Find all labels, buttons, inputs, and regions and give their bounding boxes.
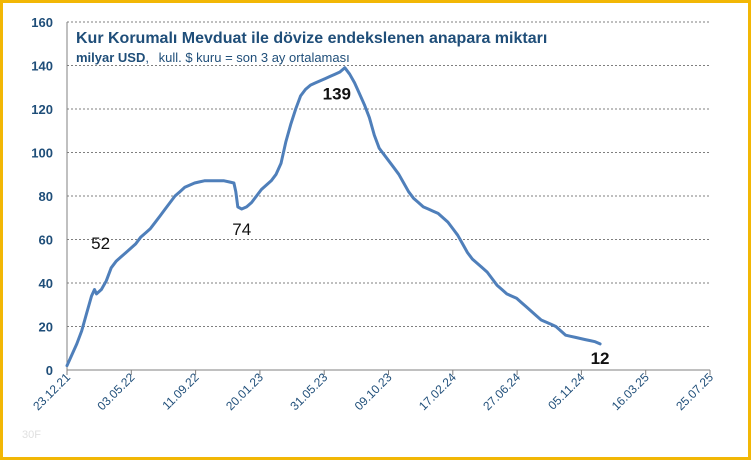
chart-title: Kur Korumalı Mevduat ile dövize endeksle… xyxy=(76,30,547,47)
series-layer xyxy=(65,66,602,368)
x-tick-label: 27.06.24 xyxy=(480,370,523,413)
subtitle-note: kull. $ kuru = son 3 ay ortalaması xyxy=(159,50,350,65)
y-tick-label: 160 xyxy=(31,15,53,30)
x-tick-label: 20.01.23 xyxy=(223,370,266,413)
y-tick-label: 120 xyxy=(31,102,53,117)
axes xyxy=(66,22,711,375)
x-tick-label: 17.02.24 xyxy=(416,370,459,413)
x-tick-label: 31.05.23 xyxy=(287,370,330,413)
gridlines xyxy=(67,21,710,327)
x-tick-label: 03.05.22 xyxy=(94,370,137,413)
subtitle-unit: milyar USD xyxy=(76,50,145,65)
y-tick-label: 0 xyxy=(46,363,53,378)
y-tick-label: 20 xyxy=(39,320,53,335)
watermark-text: 30F xyxy=(22,429,41,441)
y-tick-label: 40 xyxy=(39,276,53,291)
chart-subtitle: milyar USD, kull. $ kuru = son 3 ay orta… xyxy=(76,50,350,65)
y-axis-ticks: 0 20 40 60 80 100 120 140 160 xyxy=(31,15,53,378)
x-tick-label: 09.10.23 xyxy=(352,370,395,413)
x-tick-label: 05.11.24 xyxy=(545,370,588,413)
x-tick-label: 25.07.25 xyxy=(673,370,716,413)
y-tick-label: 100 xyxy=(31,146,53,161)
y-tick-label: 80 xyxy=(39,189,53,204)
series-line-0 xyxy=(65,66,602,368)
data-label-74: 74 xyxy=(232,220,251,239)
data-label-52: 52 xyxy=(91,234,110,253)
y-tick-label: 60 xyxy=(39,233,53,248)
x-tick-label: 11.09.22 xyxy=(159,370,202,413)
x-tick-label: 16.03.25 xyxy=(609,370,652,413)
data-label-139: 139 xyxy=(323,85,351,104)
x-axis-ticks: 23.12.21 03.05.22 11.09.22 20.01.23 31.05.23… xyxy=(30,370,716,413)
data-label-12: 12 xyxy=(591,349,610,368)
annotations: 52 74 139 12 xyxy=(91,85,609,368)
y-tick-label: 140 xyxy=(31,59,53,74)
